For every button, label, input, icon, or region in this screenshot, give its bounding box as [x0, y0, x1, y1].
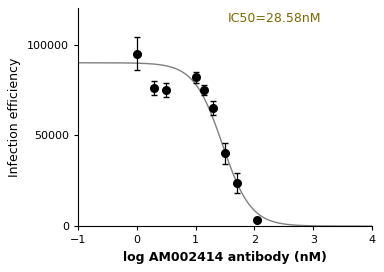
X-axis label: log AM002414 antibody (nM): log AM002414 antibody (nM) [123, 251, 327, 264]
Y-axis label: Infection efficiency: Infection efficiency [8, 57, 22, 177]
Text: IC50=28.58nM: IC50=28.58nM [228, 12, 321, 25]
